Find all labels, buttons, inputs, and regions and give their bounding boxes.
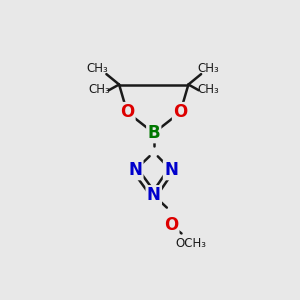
Text: CH₃: CH₃ (197, 82, 219, 96)
Text: N: N (128, 161, 142, 179)
Text: O: O (164, 216, 178, 234)
Text: O: O (173, 103, 188, 121)
Text: O: O (120, 103, 134, 121)
Text: CH₃: CH₃ (197, 62, 219, 75)
Text: N: N (147, 186, 161, 204)
Text: CH₃: CH₃ (86, 62, 108, 75)
Text: OCH₃: OCH₃ (175, 237, 206, 250)
Text: B: B (147, 124, 160, 142)
Text: CH₃: CH₃ (88, 82, 110, 96)
Text: N: N (164, 161, 178, 179)
